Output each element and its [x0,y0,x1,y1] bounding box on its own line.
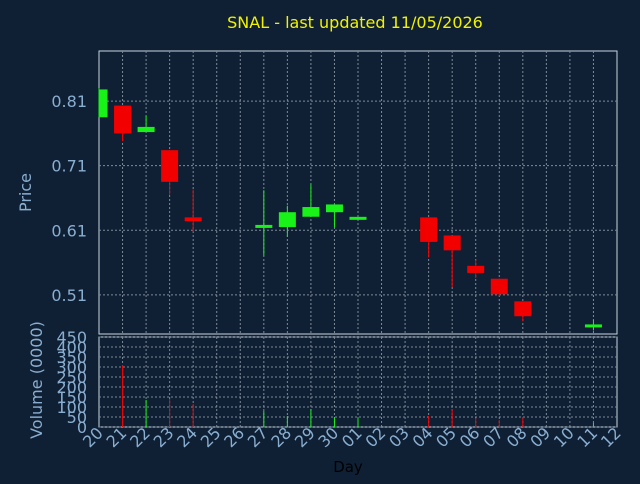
chart-title: SNAL - last updated 11/05/2026 [227,13,483,32]
candle-body [443,235,461,251]
volume-tick-label: 300 [56,358,87,377]
candle-body [278,212,296,228]
x-axis-label: Day [333,458,363,476]
candle-body [467,265,485,273]
candle-body [420,217,438,242]
candle-body [137,126,155,133]
candle-body [349,216,367,220]
volume-tick-label: 200 [56,378,87,397]
volume-tick-label: 50 [67,408,87,427]
candle-body [161,150,179,182]
volume-tick-label: 150 [56,388,87,407]
price-tick-label: 0.71 [51,157,87,176]
candle-body [490,278,508,295]
candle-body [514,301,532,317]
volume-tick-label: 400 [56,338,87,357]
candle-body [255,224,273,228]
candle-body [184,217,202,222]
volume-tick-label: 250 [56,368,87,387]
price-tick-label: 0.61 [51,221,87,240]
candle-body [584,324,602,328]
candle-body [325,204,343,213]
x-tick-label: 12 [597,423,625,451]
price-tick-label: 0.51 [51,286,87,305]
candle-body [302,207,320,217]
candle-body [114,105,132,134]
volume-tick-label: 100 [56,398,87,417]
volume-tick-label: 350 [56,348,87,367]
volume-axis-label: Volume (0000) [27,321,46,439]
volume-tick-label: 0 [77,418,87,437]
price-tick-label: 0.81 [51,92,87,111]
candle-body [99,89,108,118]
price-axis-label: Price [16,173,35,212]
volume-tick-label: 450 [56,328,87,347]
